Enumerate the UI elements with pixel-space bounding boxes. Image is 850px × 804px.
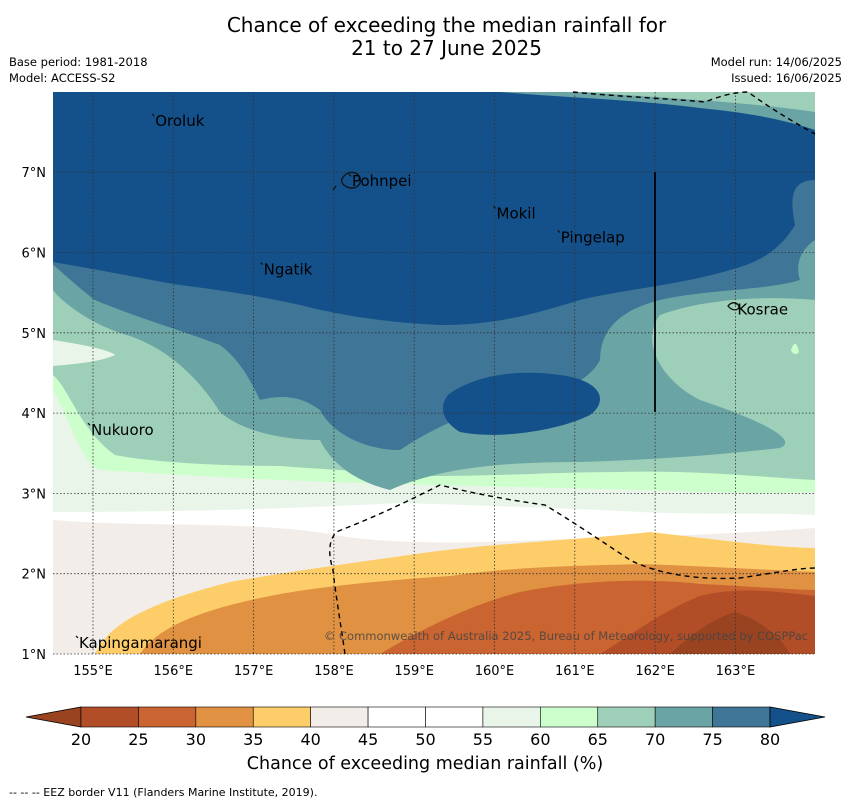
- colorbar-tick-label: 60: [530, 730, 550, 749]
- eez-border-west: [329, 484, 816, 655]
- place-marker: [75, 635, 79, 639]
- title-line-1: Chance of exceeding the median rainfall …: [226, 13, 667, 37]
- lat-tick-label: 7°N: [22, 166, 47, 181]
- title-line-2: 21 to 27 June 2025: [351, 36, 542, 60]
- colorbar-tick-label: 55: [473, 730, 493, 749]
- colorbar-segment: [425, 706, 484, 728]
- colorbar-segment: [654, 706, 713, 728]
- colorbar-tick-label: 70: [645, 730, 665, 749]
- copyright-notice: © Commonwealth of Australia 2025, Bureau…: [324, 629, 808, 643]
- eez-footnote: -- -- -- EEZ border V11 (Flanders Marine…: [9, 786, 318, 799]
- map-title: Chance of exceeding the median rainfall …: [0, 14, 850, 60]
- pohnpei-island: [340, 171, 361, 189]
- band-above-80-south: [443, 372, 600, 435]
- colorbar-tick-label: 50: [415, 730, 435, 749]
- model-info: Base period: 1981-2018 Model: ACCESS-S2: [9, 54, 148, 86]
- place-label: Pohnpei: [352, 172, 412, 190]
- colorbar-segment: [597, 706, 656, 728]
- place-marker: [733, 302, 737, 306]
- place-label: Oroluk: [155, 112, 204, 130]
- band-below-20: [670, 612, 790, 654]
- colorbar-tick-label: 35: [243, 730, 263, 749]
- eez-border-north: [572, 91, 816, 135]
- kosrae-island: [727, 302, 740, 311]
- axis-labels: 155°E 156°E 157°E 158°E 159°E 160°E 161°E 162°E…: [22, 166, 756, 679]
- kosrae-islet: [791, 343, 799, 355]
- colorbar-tick-label: 20: [71, 730, 91, 749]
- model-run-date: Model run: 14/06/2025: [710, 55, 842, 69]
- place-label: Ngatik: [264, 261, 313, 279]
- lon-tick-label: 159°E: [394, 664, 434, 679]
- colorbar-tick-label: 40: [300, 730, 320, 749]
- graticule: [53, 92, 815, 655]
- lat-tick-label: 4°N: [22, 407, 47, 422]
- lon-tick-label: 160°E: [475, 664, 515, 679]
- colorbar-extend-low: [25, 706, 82, 728]
- colorbar-segment: [310, 706, 369, 728]
- run-info: Model run: 14/06/2025 Issued: 16/06/2025: [711, 54, 842, 86]
- lon-tick-label: 161°E: [555, 664, 595, 679]
- band-above-80: [53, 92, 815, 325]
- place-label: Nukuoro: [91, 421, 154, 439]
- lon-tick-label: 163°E: [716, 664, 756, 679]
- band-60-west: [53, 340, 115, 366]
- colorbar-tick-label: 45: [358, 730, 378, 749]
- place-marker: [493, 205, 496, 209]
- lon-tick-label: 162°E: [635, 664, 675, 679]
- colorbar-segment: [367, 706, 426, 728]
- place-label: Mokil: [497, 204, 536, 222]
- colorbar-segment: [482, 706, 541, 728]
- colorbar-tick-label: 25: [128, 730, 148, 749]
- base-period: Base period: 1981-2018: [9, 55, 148, 69]
- colorbar-segment: [138, 706, 197, 728]
- colorbar-tick-label: 80: [760, 730, 780, 749]
- colorbar-segment: [540, 706, 599, 728]
- colorbar-segment: [80, 706, 139, 728]
- lon-tick-label: 155°E: [73, 664, 113, 679]
- islands: [332, 171, 799, 355]
- lat-tick-label: 2°N: [22, 568, 47, 583]
- place-marker: [87, 422, 91, 426]
- pohnpei-islet: [332, 185, 337, 191]
- lon-tick-label: 157°E: [234, 664, 274, 679]
- place-label: Kosrae: [737, 301, 788, 319]
- colorbar-segment: [712, 706, 771, 728]
- lat-tick-label: 3°N: [22, 487, 47, 502]
- colorbar-tick-label: 75: [702, 730, 722, 749]
- place-marker: [260, 262, 264, 265]
- place-marker: [151, 113, 155, 117]
- place-label: Kapingamarangi: [79, 634, 202, 652]
- colorbar-tick-label: 30: [186, 730, 206, 749]
- band-70-east: [807, 250, 815, 262]
- map-fill-layer: [53, 92, 815, 654]
- lon-tick-label: 156°E: [154, 664, 194, 679]
- lat-tick-label: 5°N: [22, 327, 47, 342]
- eez-borders: [329, 91, 816, 655]
- lon-tick-label: 158°E: [314, 664, 354, 679]
- place-label: Pingelap: [561, 228, 625, 246]
- colorbar-segment: [195, 706, 254, 728]
- colorbar-extend-high: [769, 706, 826, 728]
- place-labels: Oroluk Pohnpei Mokil Pingelap Ngatik Kosrae Nu…: [75, 112, 788, 652]
- colorbar-label: Chance of exceeding median rainfall (%): [246, 754, 604, 774]
- lat-tick-label: 6°N: [22, 247, 47, 262]
- colorbar-segment: [252, 706, 311, 728]
- model-name: Model: ACCESS-S2: [9, 71, 116, 85]
- colorbar-tick-label: 65: [588, 730, 608, 749]
- place-marker: [348, 173, 352, 177]
- colorbar: 20 25 30 35 40 45 50 55 60 65 70 75 80: [25, 706, 826, 749]
- lat-tick-label: 1°N: [22, 648, 47, 663]
- band-65-top-right: [580, 92, 815, 112]
- issued-date: Issued: 16/06/2025: [731, 71, 842, 85]
- place-marker: [557, 230, 561, 233]
